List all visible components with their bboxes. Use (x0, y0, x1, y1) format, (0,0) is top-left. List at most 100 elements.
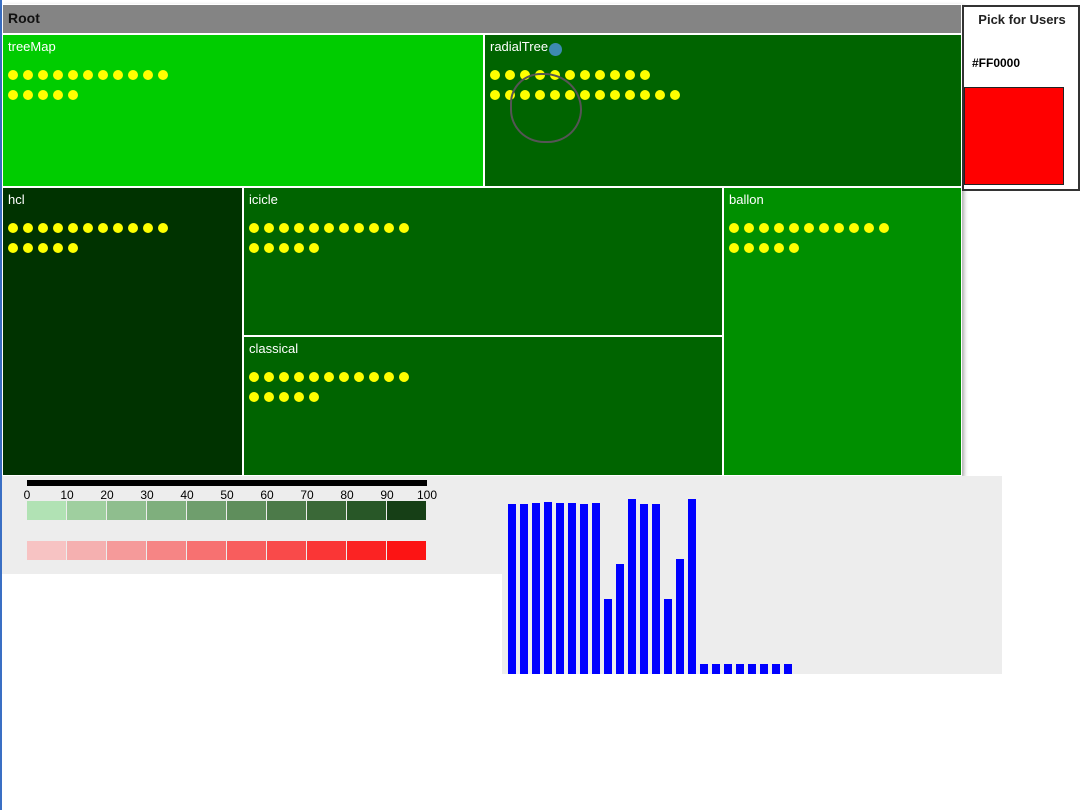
user-dot[interactable] (670, 90, 680, 100)
user-dot[interactable] (354, 223, 364, 233)
user-dot[interactable] (23, 243, 33, 253)
user-dot[interactable] (128, 223, 138, 233)
user-dot[interactable] (23, 70, 33, 80)
histogram-bar[interactable] (520, 504, 528, 674)
histogram-bar[interactable] (508, 504, 516, 674)
user-dot[interactable] (23, 223, 33, 233)
histogram-bar[interactable] (640, 504, 648, 674)
user-dot[interactable] (309, 372, 319, 382)
user-dot[interactable] (729, 223, 739, 233)
user-dot[interactable] (834, 223, 844, 233)
user-dot[interactable] (789, 243, 799, 253)
user-dot[interactable] (68, 243, 78, 253)
user-dot[interactable] (879, 223, 889, 233)
histogram-bar[interactable] (544, 502, 552, 674)
user-dot[interactable] (580, 90, 590, 100)
user-dot[interactable] (158, 70, 168, 80)
user-dot[interactable] (520, 70, 530, 80)
user-dot[interactable] (819, 223, 829, 233)
user-dot[interactable] (610, 90, 620, 100)
user-dot[interactable] (505, 70, 515, 80)
user-dot[interactable] (53, 70, 63, 80)
user-dot[interactable] (279, 372, 289, 382)
user-dot[interactable] (23, 90, 33, 100)
user-dot[interactable] (759, 223, 769, 233)
user-dot[interactable] (83, 223, 93, 233)
histogram-bar[interactable] (688, 499, 696, 674)
histogram-bar[interactable] (700, 664, 708, 674)
user-dot[interactable] (384, 223, 394, 233)
histogram-bar[interactable] (616, 564, 624, 674)
histogram-bar[interactable] (556, 503, 564, 674)
user-dot[interactable] (38, 243, 48, 253)
user-dot[interactable] (294, 223, 304, 233)
treemap-cell-icicle[interactable]: icicle (243, 187, 723, 336)
user-dot[interactable] (113, 223, 123, 233)
user-dot[interactable] (98, 70, 108, 80)
user-dot[interactable] (249, 243, 259, 253)
user-dot[interactable] (849, 223, 859, 233)
user-dot[interactable] (249, 223, 259, 233)
user-dot[interactable] (565, 70, 575, 80)
user-dot[interactable] (804, 223, 814, 233)
histogram-bar[interactable] (676, 559, 684, 674)
user-dot[interactable] (309, 392, 319, 402)
user-dot[interactable] (8, 90, 18, 100)
user-dot[interactable] (640, 70, 650, 80)
user-dot[interactable] (774, 243, 784, 253)
user-dot[interactable] (249, 372, 259, 382)
user-dot[interactable] (774, 223, 784, 233)
histogram-bar[interactable] (580, 504, 588, 674)
user-dot[interactable] (309, 223, 319, 233)
user-dot[interactable] (264, 392, 274, 402)
user-dot[interactable] (279, 223, 289, 233)
user-dot[interactable] (789, 223, 799, 233)
user-dot[interactable] (53, 223, 63, 233)
user-dot[interactable] (625, 90, 635, 100)
user-dot[interactable] (128, 70, 138, 80)
user-dot[interactable] (143, 223, 153, 233)
user-dot[interactable] (98, 223, 108, 233)
histogram-bar[interactable] (652, 504, 660, 674)
user-dot[interactable] (399, 372, 409, 382)
user-dot[interactable] (595, 70, 605, 80)
user-dot[interactable] (294, 392, 304, 402)
user-dot[interactable] (324, 223, 334, 233)
user-dot[interactable] (38, 70, 48, 80)
user-dot[interactable] (68, 70, 78, 80)
user-dot[interactable] (264, 223, 274, 233)
histogram-bar[interactable] (736, 664, 744, 674)
user-dot[interactable] (8, 70, 18, 80)
user-dot[interactable] (68, 223, 78, 233)
user-dot[interactable] (249, 392, 259, 402)
user-dot[interactable] (113, 70, 123, 80)
user-dot[interactable] (158, 223, 168, 233)
user-dot[interactable] (369, 372, 379, 382)
histogram-bar[interactable] (760, 664, 768, 674)
user-dot[interactable] (339, 372, 349, 382)
user-dot[interactable] (595, 90, 605, 100)
user-dot[interactable] (610, 70, 620, 80)
user-dot[interactable] (264, 243, 274, 253)
histogram-bar[interactable] (568, 503, 576, 674)
user-dot[interactable] (53, 90, 63, 100)
user-dot[interactable] (143, 70, 153, 80)
histogram-bar[interactable] (712, 664, 720, 674)
user-dot[interactable] (729, 243, 739, 253)
user-dot[interactable] (264, 372, 274, 382)
user-dot[interactable] (655, 90, 665, 100)
user-dot[interactable] (68, 90, 78, 100)
user-dot[interactable] (354, 372, 364, 382)
treemap-cell-classical[interactable]: classical (243, 336, 723, 476)
treemap-cell-treemap[interactable]: treeMap (2, 34, 484, 187)
user-dot[interactable] (339, 223, 349, 233)
treemap-root-header[interactable]: Root (2, 4, 962, 34)
user-dot[interactable] (384, 372, 394, 382)
user-dot[interactable] (309, 243, 319, 253)
histogram-bar[interactable] (532, 503, 540, 674)
user-dot[interactable] (294, 243, 304, 253)
user-dot[interactable] (744, 223, 754, 233)
user-dot[interactable] (53, 243, 63, 253)
user-dot[interactable] (490, 90, 500, 100)
histogram-bar[interactable] (628, 499, 636, 674)
